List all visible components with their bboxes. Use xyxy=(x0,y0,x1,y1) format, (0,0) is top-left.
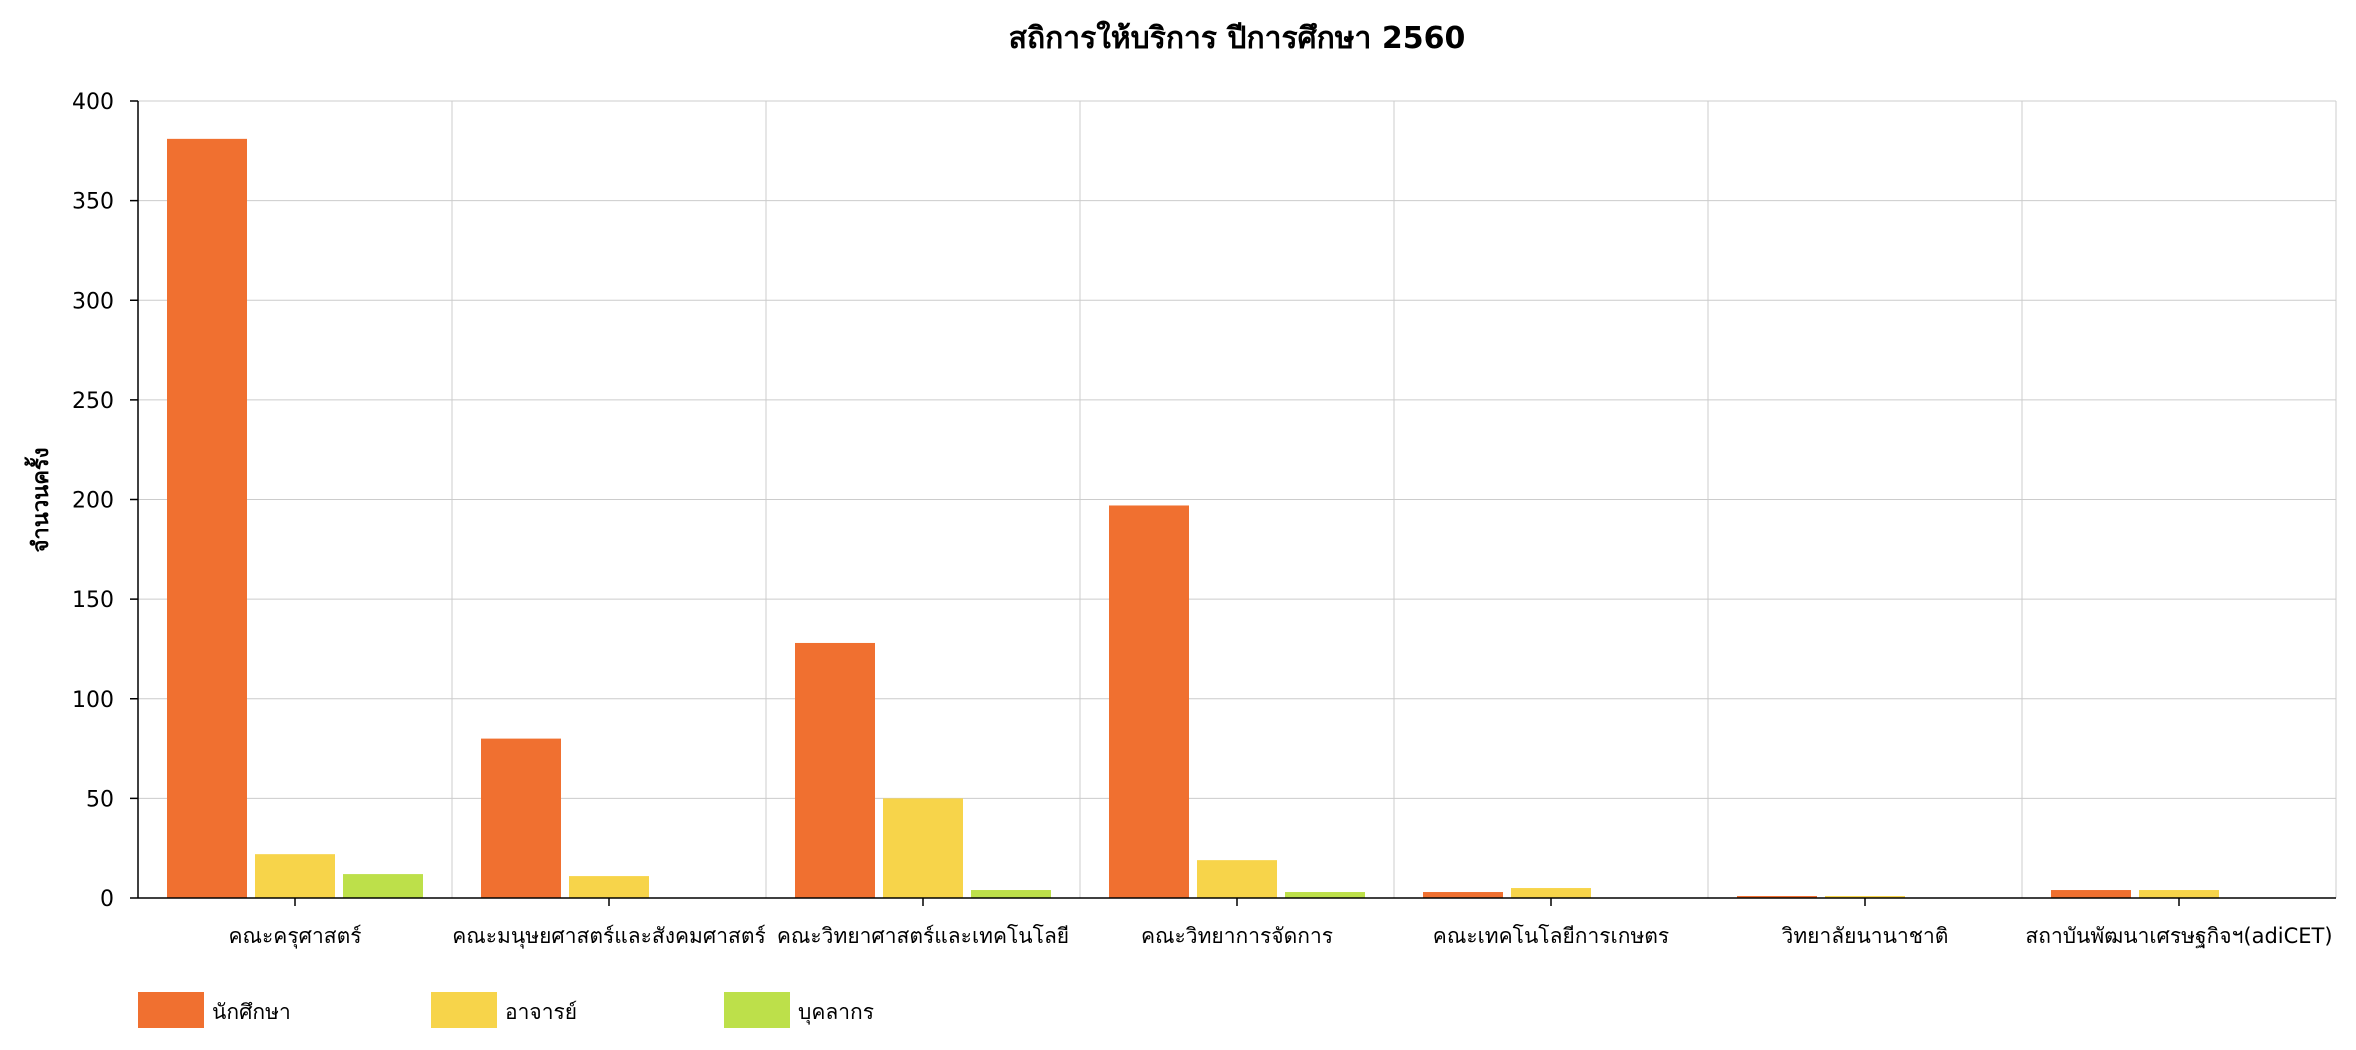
y-tick-label: 350 xyxy=(72,190,114,215)
y-tick-label: 250 xyxy=(72,389,114,414)
bar-series-2-cat-7 xyxy=(2139,890,2219,898)
bar-series-1-cat-3 xyxy=(795,642,875,898)
bar-series-3-cat-3 xyxy=(971,890,1051,898)
x-tick-label: คณะมนุษยศาสตร์และสังคมศาสตร์ xyxy=(452,924,766,949)
legend-swatch-1 xyxy=(138,992,204,1028)
y-tick-label: 50 xyxy=(86,787,114,812)
legend-label-1: นักศึกษา xyxy=(212,1000,291,1024)
bar-series-2-cat-5 xyxy=(1511,888,1591,898)
y-tick-label: 300 xyxy=(72,289,114,314)
x-tick-label: สถาบันพัฒนาเศรษฐกิจฯ(adiCET) xyxy=(2025,924,2332,948)
legend-label-2: อาจารย์ xyxy=(505,1000,577,1024)
x-tick-label: คณะวิทยาการจัดการ xyxy=(1141,924,1333,948)
x-tick-label: คณะครุศาสตร์ xyxy=(229,924,362,949)
bar-series-1-cat-2 xyxy=(481,738,561,898)
bar-series-2-cat-1 xyxy=(255,854,335,898)
bar-series-2-cat-3 xyxy=(883,798,963,898)
y-tick-label: 150 xyxy=(72,588,114,613)
axes-layer xyxy=(130,100,2336,906)
legend-swatch-2 xyxy=(431,992,497,1028)
bar-series-3-cat-1 xyxy=(343,874,423,898)
bar-series-3-cat-4 xyxy=(1285,892,1365,898)
bar-series-1-cat-1 xyxy=(167,138,247,899)
legend-swatch-3 xyxy=(724,992,790,1028)
y-tick-label: 100 xyxy=(72,688,114,713)
bar-series-1-cat-7 xyxy=(2051,890,2131,898)
bar-series-1-cat-5 xyxy=(1423,892,1503,898)
y-tick-label: 200 xyxy=(72,489,114,514)
bar-series-2-cat-4 xyxy=(1197,860,1277,898)
y-tick-label: 0 xyxy=(100,887,114,912)
bar-series-1-cat-4 xyxy=(1109,505,1189,898)
bar-series-2-cat-2 xyxy=(569,876,649,898)
labels-layer: สถิการให้บริการ ปีการศึกษา 2560 จำนวนครั… xyxy=(24,20,2333,949)
y-axis-label: จำนวนครั้ง xyxy=(24,448,54,553)
x-tick-label: คณะเทคโนโลยีการเกษตร xyxy=(1433,924,1669,948)
grid-layer xyxy=(138,100,2337,899)
x-tick-label: วิทยาลัยนานาชาติ xyxy=(1781,924,1948,948)
chart-title: สถิการให้บริการ ปีการศึกษา 2560 xyxy=(1009,20,1466,56)
bar-series-2-cat-6 xyxy=(1825,896,1905,898)
bars-layer xyxy=(167,138,2219,899)
x-tick-label: คณะวิทยาศาสตร์และเทคโนโลยี xyxy=(777,924,1069,948)
legend-label-3: บุคลากร xyxy=(798,1000,874,1025)
legend: นักศึกษา อาจารย์ บุคลากร xyxy=(138,992,874,1028)
y-tick-label: 400 xyxy=(72,90,114,115)
bar-series-1-cat-6 xyxy=(1737,896,1817,898)
